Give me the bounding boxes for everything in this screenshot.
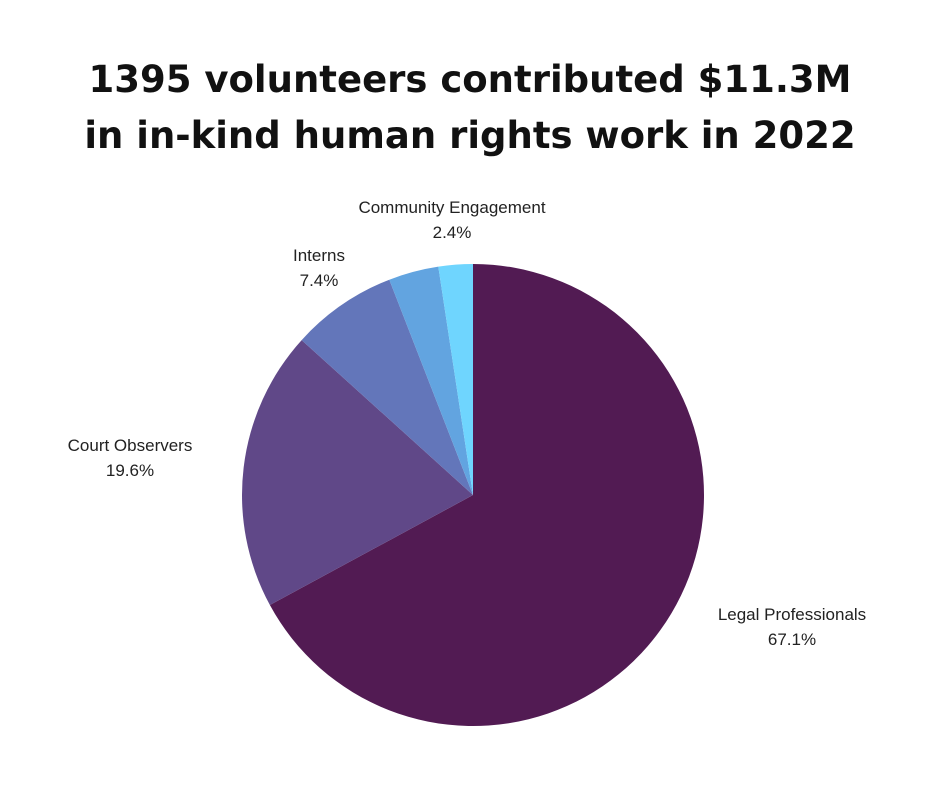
chart-title: 1395 volunteers contributed $11.3M in in…: [0, 52, 940, 164]
pie-slice-interns-2: [301, 279, 473, 495]
pie-slice-court-observers-1: [242, 340, 473, 606]
chart-title-line-1: 1395 volunteers contributed $11.3M: [88, 58, 852, 101]
slice-value-label-4: 2.4%: [433, 223, 472, 242]
pie-labels: Legal Professionals 67.1% Court Observers 1…: [68, 198, 867, 649]
pie-slices: [242, 264, 705, 726]
slice-label-4: Community Engagement: [358, 198, 545, 217]
slice-label-2: Interns: [293, 246, 345, 265]
slice-value-label-0: 67.1%: [768, 630, 816, 649]
pie-slice-legal-professionals-0: [269, 264, 705, 726]
chart-title-line-2: in in-kind human rights work in 2022: [84, 114, 856, 157]
slice-label-1: Court Observers: [68, 436, 193, 455]
pie-slice-community-engagement-3: [389, 266, 473, 495]
slice-value-label-1: 19.6%: [106, 461, 154, 480]
slice-label-0: Legal Professionals: [718, 605, 866, 624]
slice-value-label-2: 7.4%: [300, 271, 339, 290]
pie-slice-community-engagement-4: [438, 264, 473, 495]
